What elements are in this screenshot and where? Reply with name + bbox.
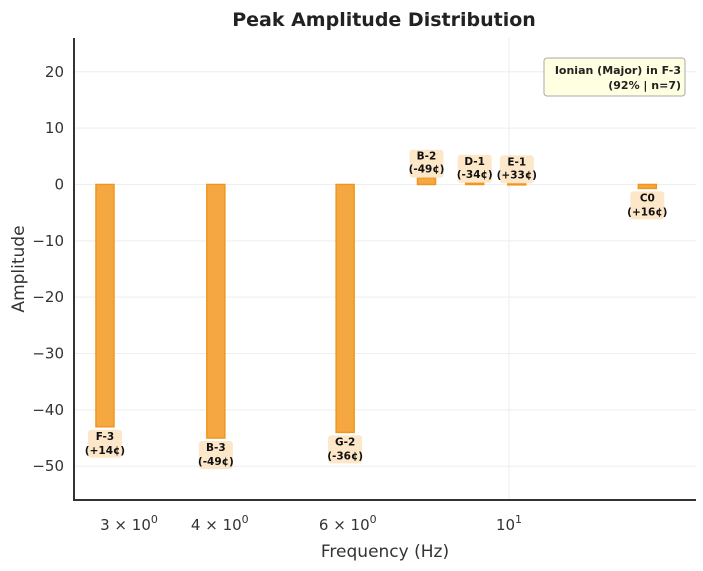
bar-note-label: F-3 xyxy=(96,431,115,443)
bar-note-label: G-2 xyxy=(335,436,355,448)
bar-label-background xyxy=(630,191,665,220)
x-tick-label: 3 × 100 xyxy=(100,513,158,534)
x-tick-exponent: 1 xyxy=(515,513,522,526)
bar xyxy=(507,182,527,186)
y-tick-label: −30 xyxy=(32,345,64,363)
x-tick-exponent: 0 xyxy=(151,513,158,526)
bar xyxy=(95,183,115,428)
bar-cents-label: (-34¢) xyxy=(457,169,493,181)
bar xyxy=(206,183,226,439)
bar-label-background xyxy=(457,154,492,183)
bar-note-label: C0 xyxy=(640,192,655,204)
bar-label-background xyxy=(499,155,534,184)
bar-cents-label: (+33¢) xyxy=(497,169,537,181)
bar xyxy=(335,183,355,434)
bar-cents-label: (-49¢) xyxy=(409,164,445,176)
y-tick-label: −10 xyxy=(32,232,64,250)
bar xyxy=(416,176,437,186)
bar-cents-label: (-49¢) xyxy=(198,456,234,468)
legend-line-1: Ionian (Major) in F-3 xyxy=(555,64,681,77)
bar-label-background xyxy=(328,435,363,464)
x-tick-label: 6 × 100 xyxy=(319,513,377,534)
x-tick-base: 6 × 10 xyxy=(319,516,370,534)
bar-note-label: B-3 xyxy=(206,442,226,454)
legend-box: Ionian (Major) in F-3 (92% | n=7) xyxy=(543,57,686,97)
y-axis-label: Amplitude xyxy=(9,225,29,312)
chart-title: Peak Amplitude Distribution xyxy=(232,9,536,31)
x-tick-label: 101 xyxy=(496,513,522,534)
x-tick-exponent: 0 xyxy=(370,513,377,526)
y-tick-label: 10 xyxy=(45,119,64,137)
x-axis-label: Frequency (Hz) xyxy=(321,542,449,562)
bar-label-background xyxy=(409,149,444,178)
bar-cents-label: (+16¢) xyxy=(627,206,667,218)
x-tick-exponent: 0 xyxy=(242,513,249,526)
bar-cents-label: (+14¢) xyxy=(85,445,125,457)
bar-labels: F-3(+14¢) B-3(-49¢)G-2(-36¢)B-2(-49¢)D-1(… xyxy=(85,149,667,470)
bar-note-label: D-1 xyxy=(464,156,485,168)
bar-label-background xyxy=(198,441,233,470)
x-tick-base: 10 xyxy=(496,516,515,534)
bar-label-background xyxy=(87,429,122,458)
y-tick-label: −40 xyxy=(32,401,64,419)
legend-line-2: (92% | n=7) xyxy=(608,79,681,92)
bar xyxy=(637,183,658,190)
y-tick-label: −20 xyxy=(32,288,64,306)
x-tick-base: 4 × 10 xyxy=(191,516,242,534)
bars xyxy=(95,176,658,439)
bar-cents-label: (-36¢) xyxy=(327,450,363,462)
y-tick-label: 20 xyxy=(45,63,64,81)
y-tick-label: 0 xyxy=(54,175,64,193)
bar xyxy=(464,182,485,186)
x-ticks: 3 × 100 4 × 100 6 × 100 101 xyxy=(100,513,522,534)
axes xyxy=(73,38,696,501)
grid xyxy=(74,38,696,500)
legend-background xyxy=(543,57,686,97)
y-ticks: 20 10 0 −10 −20 −30 −40 −50 xyxy=(32,63,64,475)
x-tick-base: 3 × 10 xyxy=(100,516,151,534)
bar-note-label: E-1 xyxy=(507,156,526,168)
x-tick-label: 4 × 100 xyxy=(191,513,249,534)
y-tick-label: −50 xyxy=(32,457,64,475)
bar-note-label: B-2 xyxy=(417,151,437,163)
